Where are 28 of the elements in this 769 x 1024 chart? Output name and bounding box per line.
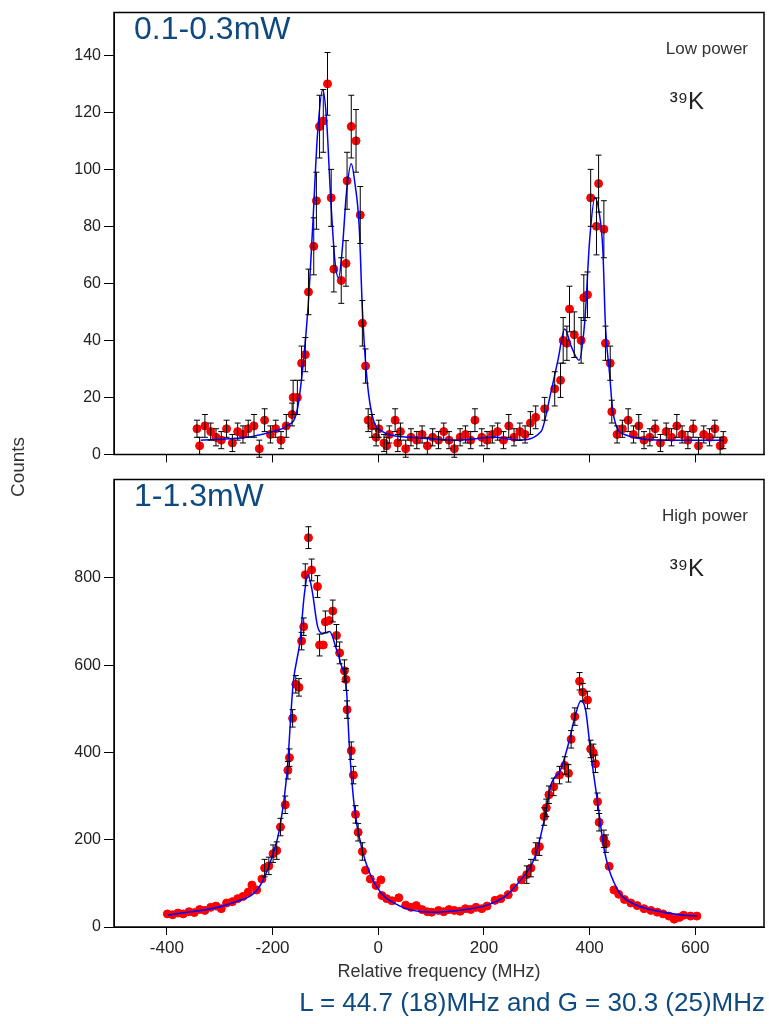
x-tick-label: 200 [469, 937, 499, 957]
annotation: ³⁹K [669, 554, 704, 582]
x-tick-label: -200 [255, 937, 290, 957]
y-tick-label: 600 [74, 655, 102, 673]
y-tick-label: 20 [83, 387, 102, 405]
y-tick-label: 100 [74, 159, 102, 177]
y-tick-label: 200 [74, 830, 102, 848]
y-tick-label: 40 [83, 330, 102, 348]
y-tick-label: 120 [74, 102, 102, 120]
y-tick-label: 140 [74, 45, 102, 63]
annotation: ³⁹K [669, 87, 704, 115]
y-tick-label: 800 [74, 568, 102, 586]
y-tick-label: 80 [83, 216, 102, 234]
y-tick-label: 0 [92, 917, 102, 935]
x-axis-title: Relative frequency (MHz) [337, 961, 541, 982]
y-tick-label: 400 [74, 742, 102, 760]
x-tick-label: -400 [149, 937, 184, 957]
text: L = 44.7 (18)MHz and G = 30.3 (25)MHz [298, 987, 766, 1017]
annotation: Low power [665, 38, 749, 58]
y-tick-label: 60 [83, 273, 102, 291]
x-tick-label: 600 [681, 937, 710, 957]
y-axis-title: Counts [7, 436, 29, 498]
x-tick-label: 400 [575, 937, 604, 957]
annotation: 0.1-0.3mW [134, 10, 292, 47]
annotation: High power [662, 505, 749, 525]
annotation: 1-1.3mW [134, 477, 265, 514]
x-tick-label: 0 [373, 937, 383, 957]
y-tick-label: 0 [92, 444, 102, 462]
